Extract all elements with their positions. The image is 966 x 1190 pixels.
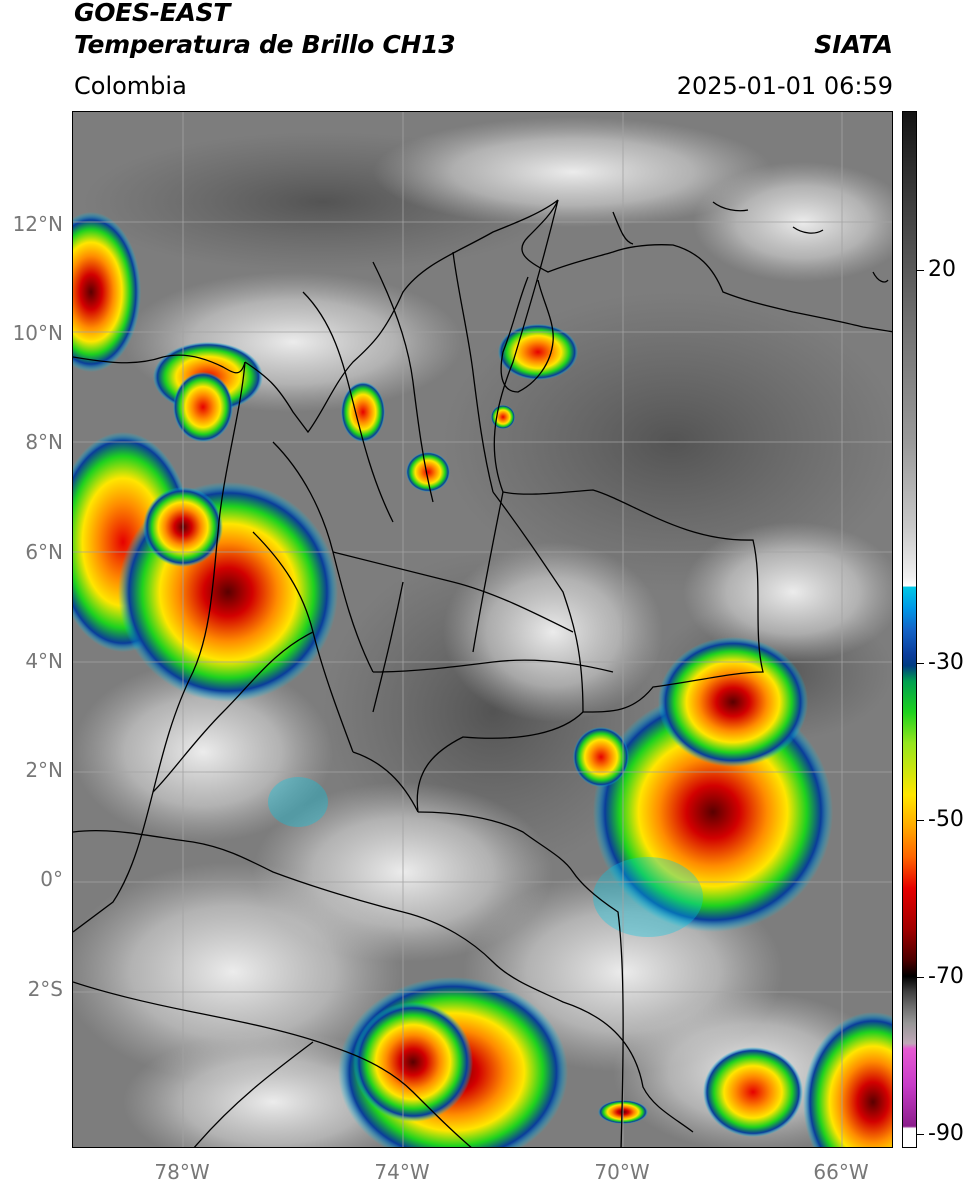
colorbar-label-neg30: -30 xyxy=(928,650,964,675)
lat-label-12n: 12°N xyxy=(12,212,63,236)
product-title: Temperatura de Brillo CH13 xyxy=(74,30,456,59)
region-label: Colombia xyxy=(74,72,187,100)
colorbar-tick-neg90 xyxy=(917,1134,924,1135)
lat-label-2s: 2°S xyxy=(27,977,63,1001)
lat-label-2n: 2°N xyxy=(25,758,63,782)
lat-label-0: 0° xyxy=(40,867,63,891)
colorbar-tick-20 xyxy=(917,270,924,271)
colorbar-label-20: 20 xyxy=(928,257,956,282)
timestamp-label: 2025-01-01 06:59 xyxy=(676,72,893,100)
lon-label-78w: 78°W xyxy=(154,1160,210,1184)
colorbar-label-neg70: -70 xyxy=(928,964,964,989)
satellite-map[interactable] xyxy=(72,111,893,1148)
satellite-title: GOES-EAST xyxy=(74,0,231,27)
colorbar-tick-neg50 xyxy=(917,820,924,821)
convective-cells xyxy=(73,212,892,1147)
borders xyxy=(73,199,892,1147)
lat-label-10n: 10°N xyxy=(12,321,63,345)
colorbar-tick-neg70 xyxy=(917,977,924,978)
colorbar xyxy=(902,111,917,1148)
lon-label-74w: 74°W xyxy=(374,1160,430,1184)
colorbar-label-neg90: -90 xyxy=(928,1121,964,1146)
map-canvas xyxy=(73,112,892,1147)
lat-label-4n: 4°N xyxy=(25,649,63,673)
lon-label-70w: 70°W xyxy=(594,1160,650,1184)
lat-label-6n: 6°N xyxy=(25,540,63,564)
lon-label-66w: 66°W xyxy=(813,1160,869,1184)
brand-label: SIATA xyxy=(814,30,893,59)
colorbar-label-neg50: -50 xyxy=(928,807,964,832)
colorbar-tick-neg30 xyxy=(917,663,924,664)
lat-label-8n: 8°N xyxy=(25,430,63,454)
